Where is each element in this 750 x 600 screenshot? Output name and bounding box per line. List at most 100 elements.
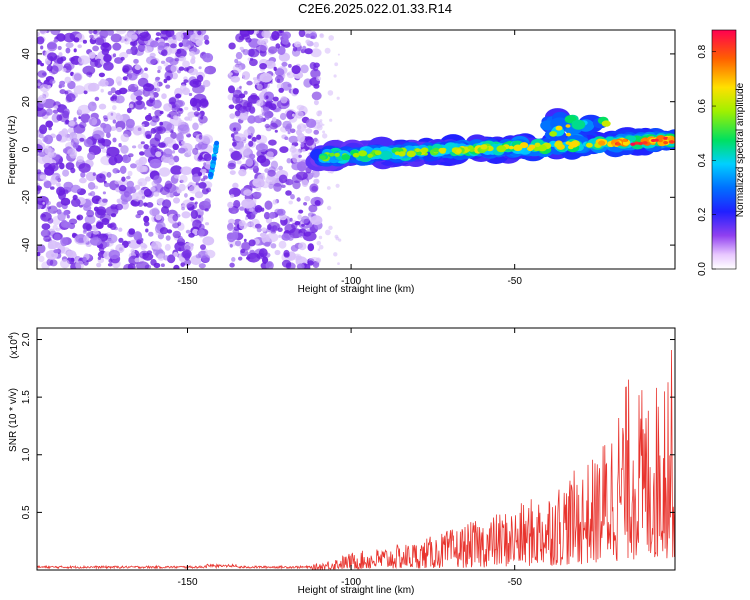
heatmap-noise-cell — [296, 197, 301, 202]
heatmap-noise-cell — [286, 72, 291, 76]
heatmap-frame — [36, 29, 676, 270]
heatmap-noise-cell — [141, 123, 145, 127]
heatmap-noise-cell — [274, 249, 281, 256]
heatmap-noise-cell — [227, 222, 234, 231]
heatmap-noise-cell — [76, 214, 84, 221]
colorbar-label: Normalized spectral amplitude — [735, 82, 746, 217]
heatmap-noise-cell — [116, 198, 121, 203]
heatmap-noise-cell — [41, 223, 51, 230]
heatmap-noise-cell — [137, 143, 143, 149]
heatmap-noise-cell — [280, 96, 288, 104]
heatmap-noise-cell — [227, 162, 236, 170]
heatmap-noise-cell — [130, 200, 138, 206]
heatmap-noise-cell — [106, 171, 112, 178]
snr-x-tick-label: -100 — [341, 577, 361, 588]
heatmap-noise-cell — [122, 76, 128, 81]
heatmap-noise-cell — [185, 229, 191, 234]
heatmap-noise-cell — [334, 62, 339, 67]
heatmap-noise-cell — [180, 166, 193, 175]
heatmap-noise-cell — [37, 58, 41, 65]
heatmap-noise-cell — [59, 89, 66, 95]
heatmap-noise-cell — [37, 185, 42, 191]
heatmap-noise-cell — [56, 134, 62, 142]
heatmap-ridge-cell — [663, 136, 669, 140]
heatmap-noise-cell — [183, 79, 189, 83]
heatmap-noise-cell — [279, 112, 287, 121]
heatmap-noise-cell — [175, 31, 184, 42]
heatmap-noise-cell — [64, 76, 72, 84]
heatmap-noise-cell — [136, 210, 144, 216]
heatmap-noise-cell — [192, 219, 202, 230]
heatmap-noise-cell — [235, 51, 243, 60]
heatmap-noise-cell — [66, 214, 70, 219]
heatmap-noise-cell — [238, 93, 246, 99]
heatmap-noise-cell — [230, 194, 235, 199]
heatmap-noise-cell — [190, 33, 204, 44]
heatmap-noise-cell — [192, 106, 197, 111]
heatmap-noise-cell — [127, 170, 133, 177]
heatmap-noise-cell — [233, 200, 241, 209]
heatmap-noise-cell — [188, 92, 193, 97]
heatmap-noise-cell — [146, 202, 154, 208]
heatmap-noise-cell — [83, 82, 97, 92]
heatmap-noise-cell — [140, 242, 147, 248]
heatmap-noise-cell — [107, 91, 113, 96]
heatmap-noise-cell — [176, 132, 184, 143]
heatmap-noise-cell — [228, 85, 235, 94]
heatmap-noise-cell — [136, 261, 150, 269]
heatmap-noise-cell — [128, 153, 134, 158]
heatmap-noise-cell — [264, 200, 273, 210]
heatmap-noise-cell — [58, 190, 66, 201]
heatmap-noise-cell — [285, 190, 292, 196]
heatmap-noise-cell — [255, 44, 267, 54]
heatmap-noise-cell — [52, 224, 58, 230]
heatmap-noise-cell — [145, 228, 149, 233]
heatmap-noise-cell — [136, 239, 142, 244]
heatmap-noise-cell — [184, 193, 188, 198]
heatmap-noise-cell — [273, 66, 277, 71]
heatmap-noise-cell — [153, 191, 160, 197]
heatmap-noise-cell — [112, 42, 122, 51]
heatmap-noise-cell — [229, 262, 235, 268]
heatmap-noise-cell — [112, 105, 117, 111]
heatmap-noise-cell — [243, 90, 248, 95]
heatmap-noise-cell — [164, 180, 173, 190]
heatmap-noise-cell — [153, 175, 162, 185]
heatmap-noise-cell — [124, 32, 138, 42]
heatmap-noise-cell — [193, 111, 200, 117]
heatmap-ridge-cell — [601, 120, 611, 127]
heatmap-noise-cell — [307, 243, 315, 252]
heatmap-noise-cell — [256, 83, 263, 90]
heatmap-noise-cell — [94, 37, 105, 46]
heatmap-ridge-cell — [622, 140, 630, 146]
heatmap-noise-cell — [102, 191, 106, 195]
heatmap-ridge-cell — [638, 141, 643, 146]
heatmap-noise-cell — [83, 235, 90, 243]
heatmap-noise-cell — [310, 31, 317, 40]
heatmap-noise-cell — [296, 263, 305, 269]
heatmap-noise-cell — [126, 180, 135, 188]
heatmap-noise-cell — [47, 205, 58, 214]
heatmap-noise-cell — [100, 88, 104, 93]
heatmap-noise-cell — [245, 216, 248, 221]
heatmap-noise-cell — [178, 66, 185, 71]
heatmap-noise-cell — [128, 228, 136, 235]
heatmap-noise-cell — [73, 129, 77, 133]
heatmap-noise-cell — [317, 248, 321, 251]
heatmap-noise-cell — [61, 128, 69, 137]
heatmap-noise-cell — [303, 202, 308, 206]
heatmap-noise-cell — [256, 227, 262, 233]
heatmap-noise-cell — [163, 255, 169, 261]
heatmap-noise-cell — [143, 188, 152, 197]
heatmap-noise-cell — [144, 67, 148, 71]
heatmap-noise-cell — [256, 99, 264, 107]
heatmap-noise-cell — [280, 81, 292, 91]
heatmap-noise-cell — [160, 263, 165, 268]
heatmap-noise-cell — [68, 120, 76, 126]
heatmap-noise-cell — [261, 172, 265, 177]
heatmap-noise-cell — [49, 79, 56, 84]
heatmap-noise-cell — [144, 46, 153, 53]
heatmap-noise-cell — [195, 182, 200, 186]
heatmap-noise-cell — [310, 68, 321, 79]
heatmap-noise-cell — [333, 252, 338, 257]
